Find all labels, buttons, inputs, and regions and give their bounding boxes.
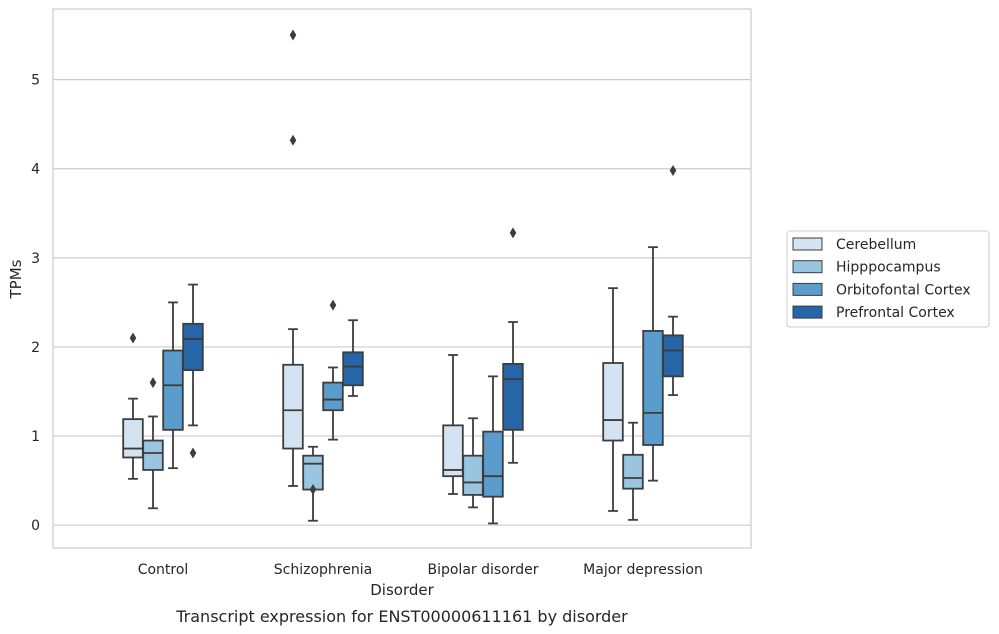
box-prefrontal-cortex xyxy=(182,283,204,459)
x-axis-ticks: Control Schizophrenia Bipolar disorder Majo… xyxy=(138,562,703,578)
box-iqr xyxy=(342,351,364,387)
x-tick-label: Control xyxy=(138,562,189,578)
y-tick-label: 2 xyxy=(31,340,40,356)
outlier-point xyxy=(149,377,157,389)
legend-label: Hipppocampus xyxy=(836,260,941,276)
box-iqr xyxy=(662,334,684,378)
gridlines xyxy=(53,78,751,526)
boxes xyxy=(122,29,684,525)
box-hipppocampus xyxy=(302,445,324,522)
x-axis-label: Disorder xyxy=(370,581,434,599)
outlier-point xyxy=(309,484,317,496)
box-iqr xyxy=(622,453,644,490)
y-tick-label: 1 xyxy=(31,429,40,445)
box-iqr xyxy=(602,362,624,442)
box-iqr xyxy=(502,362,524,431)
y-tick-label: 5 xyxy=(31,73,40,89)
box-orbitofontal-cortex xyxy=(162,301,184,470)
y-axis-label: TPMs xyxy=(7,259,25,299)
box-iqr xyxy=(282,363,304,450)
legend-label: Cerebellum xyxy=(836,237,916,253)
box-iqr xyxy=(442,424,464,478)
legend-swatch xyxy=(792,237,823,251)
box-orbitofontal-cortex xyxy=(642,246,664,482)
box-iqr xyxy=(482,430,504,498)
legend-label: Orbitofontal Cortex xyxy=(836,282,971,298)
box-cerebellum xyxy=(122,332,144,480)
box-iqr xyxy=(182,322,204,372)
box-prefrontal-cortex xyxy=(502,227,524,464)
box-cerebellum xyxy=(442,354,464,495)
outlier-point xyxy=(329,299,337,311)
box-iqr xyxy=(322,381,344,412)
outlier-point xyxy=(129,332,137,344)
box-iqr xyxy=(462,454,484,496)
box-hipppocampus xyxy=(622,421,644,521)
outlier-point xyxy=(289,134,297,146)
x-tick-label: Major depression xyxy=(583,562,703,578)
chart-caption: Transcript expression for ENST0000061116… xyxy=(175,607,628,626)
y-tick-label: 3 xyxy=(31,251,40,267)
legend-frame xyxy=(786,230,990,328)
box-orbitofontal-cortex xyxy=(482,375,504,525)
box-orbitofontal-cortex xyxy=(322,299,344,441)
outlier-point xyxy=(669,165,677,177)
y-tick-label: 0 xyxy=(31,518,40,534)
box-iqr xyxy=(642,330,664,446)
box-hipppocampus xyxy=(462,417,484,509)
box-iqr xyxy=(142,439,164,471)
box-prefrontal-cortex xyxy=(342,319,364,397)
plot-frame xyxy=(52,8,752,549)
legend-swatch xyxy=(792,282,823,296)
outlier-point xyxy=(289,29,297,41)
outlier-point xyxy=(509,227,517,239)
box-iqr xyxy=(122,418,144,459)
x-tick-label: Schizophrenia xyxy=(274,562,372,578)
box-hipppocampus xyxy=(142,377,164,510)
box-prefrontal-cortex xyxy=(662,165,684,396)
box-cerebellum xyxy=(602,287,624,512)
box-cerebellum xyxy=(282,29,304,487)
legend-swatch xyxy=(792,260,823,274)
x-tick-label: Bipolar disorder xyxy=(427,562,538,578)
y-tick-label: 4 xyxy=(31,162,40,178)
legend: Cerebellum Hipppocampus Orbitofontal Corte… xyxy=(786,230,990,328)
legend-label: Prefrontal Cortex xyxy=(836,305,955,321)
outlier-point xyxy=(189,447,197,459)
legend-swatch xyxy=(792,305,823,319)
y-axis-ticks: 0 1 2 3 4 5 xyxy=(31,73,40,535)
box-iqr xyxy=(162,349,184,431)
